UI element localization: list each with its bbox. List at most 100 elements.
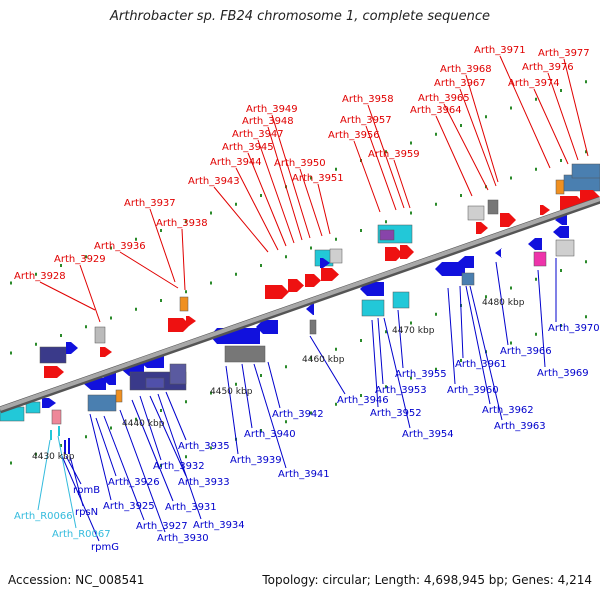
- gene-label[interactable]: Arth_3954: [402, 429, 454, 440]
- gene-label[interactable]: Arth_3931: [165, 502, 217, 513]
- gene-label[interactable]: Arth_3969: [537, 368, 589, 379]
- gene-label[interactable]: Arth_3943: [188, 176, 240, 187]
- rna-tick[interactable]: [50, 430, 52, 440]
- gene-label[interactable]: Arth_3925: [103, 501, 155, 512]
- gene-box[interactable]: [329, 248, 343, 264]
- gene-box[interactable]: [555, 239, 575, 257]
- gene-label[interactable]: Arth_3963: [494, 421, 546, 432]
- gene-arrow[interactable]: [555, 215, 567, 225]
- gene-label[interactable]: Arth_3970: [548, 323, 600, 334]
- gene-label[interactable]: Arth_3976: [522, 62, 574, 73]
- gene-label[interactable]: rpsN: [75, 507, 98, 518]
- gene-label[interactable]: Arth_3937: [124, 198, 176, 209]
- gene-arrow[interactable]: [44, 366, 64, 378]
- gene-box[interactable]: [51, 409, 62, 425]
- gene-label[interactable]: Arth_3946: [337, 395, 389, 406]
- gene-label[interactable]: Arth_3926: [108, 477, 160, 488]
- gene-label[interactable]: Arth_3939: [230, 455, 282, 466]
- gene-box[interactable]: [533, 251, 547, 267]
- gene-box[interactable]: [224, 345, 266, 363]
- gene-box[interactable]: [94, 326, 106, 344]
- gene-label[interactable]: Arth_3951: [292, 173, 344, 184]
- gene-label[interactable]: Arth_3968: [440, 64, 492, 75]
- gene-arrow[interactable]: [186, 316, 196, 326]
- gene-label[interactable]: Arth_3958: [342, 94, 394, 105]
- gene-arrow[interactable]: [495, 248, 502, 258]
- gene-label[interactable]: rpmB: [73, 485, 100, 496]
- gene-box[interactable]: [461, 272, 475, 286]
- rna-tick[interactable]: [58, 426, 60, 436]
- gene-label[interactable]: Arth_3974: [508, 78, 560, 89]
- gene-label[interactable]: Arth_3944: [210, 157, 262, 168]
- gene-label[interactable]: Arth_3959: [368, 149, 420, 160]
- gene-arrow[interactable]: [66, 342, 78, 354]
- gene-arrow[interactable]: [42, 398, 56, 408]
- gene-arrow[interactable]: [385, 247, 403, 261]
- gene-box[interactable]: [115, 389, 123, 403]
- gene-arrow[interactable]: [100, 347, 112, 357]
- gene-label[interactable]: Arth_3928: [14, 271, 66, 282]
- gene-box[interactable]: [392, 291, 410, 309]
- gene-label[interactable]: Arth_3966: [500, 346, 552, 357]
- gene-arrow[interactable]: [458, 256, 474, 268]
- gene-label[interactable]: Arth_3960: [447, 385, 499, 396]
- gene-label[interactable]: Arth_3949: [246, 104, 298, 115]
- gene-label[interactable]: Arth_3961: [455, 359, 507, 370]
- gene-box[interactable]: [555, 179, 565, 195]
- gene-arrow[interactable]: [288, 279, 304, 292]
- gene-arrow[interactable]: [305, 274, 321, 287]
- gene-label[interactable]: Arth_3927: [136, 521, 188, 532]
- gene-box[interactable]: [571, 163, 600, 179]
- gene-arrow[interactable]: [265, 285, 289, 299]
- gene-label[interactable]: Arth_3962: [482, 405, 534, 416]
- gene-arrow[interactable]: [528, 238, 542, 250]
- gene-arrow[interactable]: [540, 205, 550, 215]
- gene-labels[interactable]: Arth_3928 Arth_3929 Arth_3936 Arth_3937 Arth…: [14, 45, 600, 553]
- gene-box[interactable]: [87, 394, 117, 412]
- gene-label[interactable]: Arth_3967: [434, 78, 486, 89]
- gene-label[interactable]: Arth_3956: [328, 130, 380, 141]
- gene-label[interactable]: Arth_3945: [222, 142, 274, 153]
- rna-label[interactable]: Arth_R0066: [14, 511, 73, 522]
- gene-label[interactable]: Arth_3942: [272, 409, 324, 420]
- gene-label[interactable]: Arth_3938: [156, 218, 208, 229]
- gene-label[interactable]: Arth_3936: [94, 241, 146, 252]
- gene-box[interactable]: [379, 229, 395, 241]
- gene-label[interactable]: Arth_3935: [178, 441, 230, 452]
- gene-arrow[interactable]: [476, 222, 488, 234]
- gene-box[interactable]: [39, 346, 67, 364]
- gene-label[interactable]: Arth_3932: [153, 461, 205, 472]
- gene-label[interactable]: Arth_3933: [178, 477, 230, 488]
- gene-label[interactable]: Arth_3941: [278, 469, 330, 480]
- gene-box[interactable]: [467, 205, 485, 221]
- gene-arrow[interactable]: [553, 226, 569, 238]
- gene-tick[interactable]: [64, 440, 66, 454]
- gene-box[interactable]: [145, 377, 165, 389]
- gene-label[interactable]: Arth_3964: [410, 105, 462, 116]
- gene-arrow[interactable]: [256, 320, 278, 334]
- gene-arrow[interactable]: [435, 262, 465, 276]
- gene-box[interactable]: [179, 296, 189, 312]
- gene-label[interactable]: Arth_3940: [244, 429, 296, 440]
- rna-label[interactable]: Arth_R0067: [52, 529, 111, 540]
- gene-arrow[interactable]: [306, 303, 314, 315]
- gene-box[interactable]: [169, 363, 187, 385]
- gene-box[interactable]: [361, 299, 385, 317]
- gene-label[interactable]: rpmG: [91, 542, 119, 553]
- gene-label[interactable]: Arth_3934: [193, 520, 245, 531]
- gene-label[interactable]: Arth_3947: [232, 129, 284, 140]
- gene-arrow[interactable]: [400, 245, 414, 259]
- gene-label[interactable]: Arth_3955: [395, 369, 447, 380]
- gene-label[interactable]: Arth_3952: [370, 408, 422, 419]
- gene-label[interactable]: Arth_3930: [157, 533, 209, 544]
- gene-label[interactable]: Arth_3953: [375, 385, 427, 396]
- gene-label[interactable]: Arth_3950: [274, 158, 326, 169]
- gene-arrow[interactable]: [321, 268, 339, 281]
- gene-arrow[interactable]: [168, 318, 190, 332]
- gene-label[interactable]: Arth_3929: [54, 254, 106, 265]
- gene-box[interactable]: [487, 199, 499, 215]
- gene-label[interactable]: Arth_3948: [242, 116, 294, 127]
- gene-arrow[interactable]: [500, 213, 516, 227]
- gene-tick[interactable]: [68, 438, 70, 454]
